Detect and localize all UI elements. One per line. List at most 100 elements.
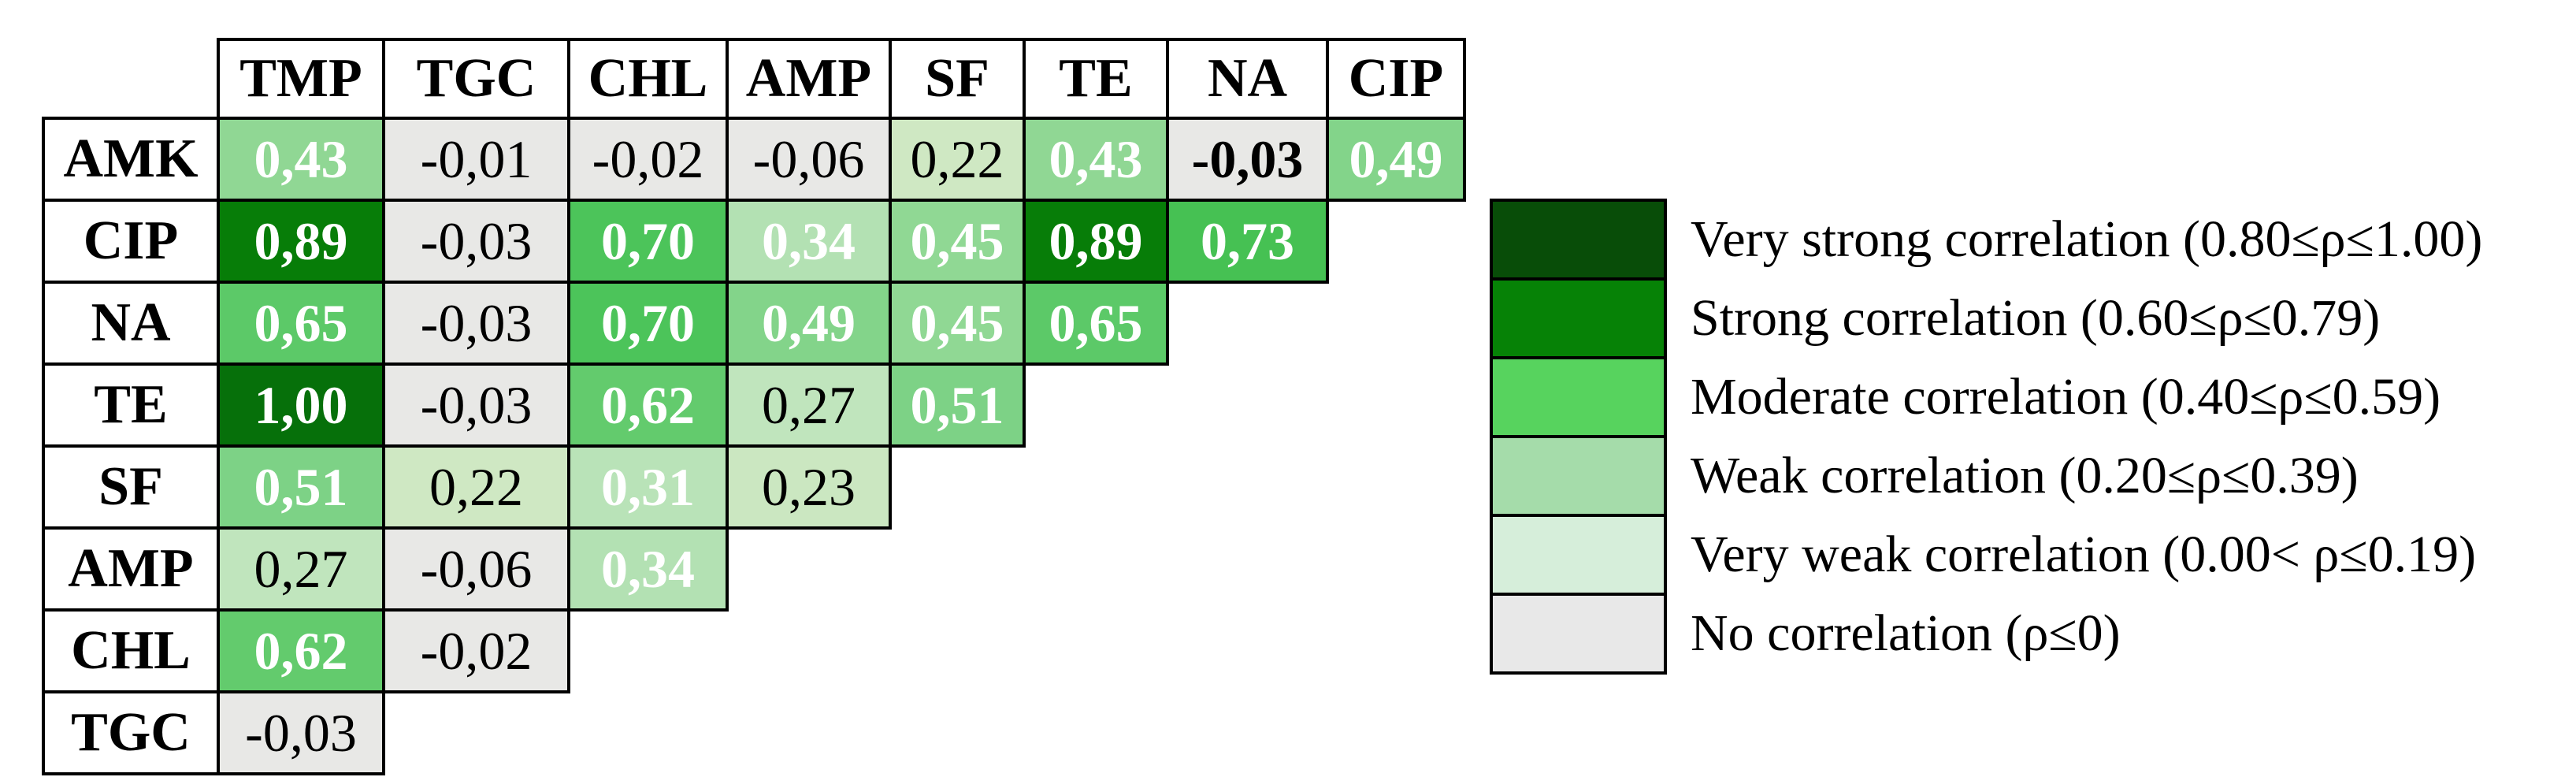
legend-item: Moderate correlation (0.40≤ρ≤0.59) <box>1490 356 2482 438</box>
cell-TE-TMP: 1,00 <box>217 362 385 448</box>
legend-label: Moderate correlation (0.40≤ρ≤0.59) <box>1691 368 2441 426</box>
cell-TGC-TMP: -0,03 <box>217 690 385 775</box>
matrix-empty-cell <box>1167 364 1327 446</box>
matrix-empty-cell <box>1167 692 1327 774</box>
cell-CIP-CHL: 0,70 <box>567 199 729 284</box>
matrix-header-row: TMP TGC CHL AMP SF TE NA CIP <box>43 38 1466 120</box>
column-header-CIP: CIP <box>1326 38 1466 120</box>
matrix-empty-cell <box>890 610 1024 692</box>
matrix-empty-cell <box>890 446 1024 528</box>
column-header-SF: SF <box>889 38 1026 120</box>
matrix-empty-cell <box>1327 446 1464 528</box>
cell-AMP-TMP: 0,27 <box>217 526 385 612</box>
column-header-TE: TE <box>1023 38 1169 120</box>
cell-AMK-CIP: 0,49 <box>1326 117 1466 202</box>
cell-CIP-AMP: 0,34 <box>726 199 892 284</box>
cell-NA-TGC: -0,03 <box>382 281 570 366</box>
matrix-empty-cell <box>1327 282 1464 364</box>
matrix-empty-cell <box>890 528 1024 610</box>
matrix-row-CIP: CIP 0,89 -0,03 0,70 0,34 0,45 0,89 0,73 <box>42 199 1464 284</box>
legend-item: No correlation (ρ≤0) <box>1490 593 2482 675</box>
legend-label: Strong correlation (0.60≤ρ≤0.79) <box>1691 289 2381 347</box>
matrix-empty-cell <box>1327 692 1464 774</box>
cell-CHL-TMP: 0,62 <box>217 608 385 693</box>
legend-item: Very strong correlation (0.80≤ρ≤1.00) <box>1490 199 2482 281</box>
legend-label: No correlation (ρ≤0) <box>1691 604 2121 662</box>
row-label-TE: TE <box>42 362 220 448</box>
cell-CIP-TGC: -0,03 <box>382 199 570 284</box>
cell-NA-CHL: 0,70 <box>567 281 729 366</box>
cell-CIP-TE: 0,89 <box>1023 199 1169 284</box>
legend-swatch-0 <box>1490 199 1667 281</box>
matrix-empty-cell <box>727 692 890 774</box>
correlation-matrix: TMP TGC CHL AMP SF TE NA CIP AMK 0,43 -0,01 -0,02 -0… <box>42 38 1466 775</box>
row-label-AMK: AMK <box>42 117 220 202</box>
row-label-TGC: TGC <box>42 690 220 775</box>
cell-AMK-AMP: -0,06 <box>726 117 892 202</box>
matrix-row-NA: NA 0,65 -0,03 0,70 0,49 0,45 0,65 <box>42 281 1464 366</box>
cell-CIP-TMP: 0,89 <box>217 199 385 284</box>
cell-SF-TGC: 0,22 <box>382 444 570 530</box>
cell-AMP-TGC: -0,06 <box>382 526 570 612</box>
cell-CIP-NA: 0,73 <box>1166 199 1329 284</box>
column-header-TGC: TGC <box>382 38 570 120</box>
cell-TE-CHL: 0,62 <box>567 362 729 448</box>
cell-NA-SF: 0,45 <box>889 281 1026 366</box>
cell-AMK-NA: -0,03 <box>1166 117 1329 202</box>
column-header-AMP: AMP <box>726 38 892 120</box>
matrix-empty-cell <box>1327 610 1464 692</box>
cell-SF-TMP: 0,51 <box>217 444 385 530</box>
matrix-empty-cell <box>890 692 1024 774</box>
matrix-body: TMP TGC CHL AMP SF TE NA CIP AMK 0,43 -0,01 -0,02 -0… <box>42 38 1466 775</box>
cell-CHL-TGC: -0,02 <box>382 608 570 693</box>
cell-AMK-SF: 0,22 <box>889 117 1026 202</box>
matrix-row-CHL: CHL 0,62 -0,02 <box>42 608 1464 693</box>
cell-SF-AMP: 0,23 <box>726 444 892 530</box>
matrix-empty-cell <box>569 692 727 774</box>
row-label-AMP: AMP <box>42 526 220 612</box>
legend-swatch-4 <box>1490 514 1667 596</box>
matrix-empty-cell <box>569 610 727 692</box>
cell-AMK-TGC: -0,01 <box>382 117 570 202</box>
matrix-empty-cell <box>1024 446 1167 528</box>
matrix-empty-cell <box>1327 364 1464 446</box>
cell-TE-SF: 0,51 <box>889 362 1026 448</box>
matrix-empty-cell <box>1024 528 1167 610</box>
matrix-empty-cell <box>1024 364 1167 446</box>
matrix-empty-cell <box>1167 282 1327 364</box>
matrix-empty-cell <box>1167 446 1327 528</box>
cell-NA-TE: 0,65 <box>1023 281 1169 366</box>
cell-AMK-CHL: -0,02 <box>567 117 729 202</box>
matrix-row-AMP: AMP 0,27 -0,06 0,34 <box>42 526 1464 612</box>
matrix-empty-cell <box>1327 200 1464 282</box>
legend-label: Weak correlation (0.20≤ρ≤0.39) <box>1691 447 2359 504</box>
matrix-row-TGC: TGC -0,03 <box>42 690 1464 775</box>
cell-AMK-TE: 0,43 <box>1023 117 1169 202</box>
legend-label: Very strong correlation (0.80≤ρ≤1.00) <box>1691 210 2483 268</box>
cell-CIP-SF: 0,45 <box>889 199 1026 284</box>
matrix-corner-blank <box>43 39 218 118</box>
row-label-NA: NA <box>42 281 220 366</box>
matrix-empty-cell <box>727 528 890 610</box>
legend-swatch-5 <box>1490 593 1667 675</box>
matrix-row-TE: TE 1,00 -0,03 0,62 0,27 0,51 <box>42 362 1464 448</box>
matrix-empty-cell <box>1327 528 1464 610</box>
cell-AMP-CHL: 0,34 <box>567 526 729 612</box>
column-header-CHL: CHL <box>567 38 729 120</box>
matrix-empty-cell <box>1024 610 1167 692</box>
legend-swatch-2 <box>1490 356 1667 438</box>
row-label-CHL: CHL <box>42 608 220 693</box>
row-label-SF: SF <box>42 444 220 530</box>
matrix-row-AMK: AMK 0,43 -0,01 -0,02 -0,06 0,22 0,43 -0,03 0,49 <box>42 117 1466 202</box>
matrix-empty-cell <box>1024 692 1167 774</box>
column-header-NA: NA <box>1166 38 1329 120</box>
matrix-empty-cell <box>384 692 569 774</box>
legend-label: Very weak correlation (0.00< ρ≤0.19) <box>1691 526 2477 583</box>
cell-NA-TMP: 0,65 <box>217 281 385 366</box>
legend-item: Weak correlation (0.20≤ρ≤0.39) <box>1490 435 2482 517</box>
cell-SF-CHL: 0,31 <box>567 444 729 530</box>
row-label-CIP: CIP <box>42 199 220 284</box>
cell-AMK-TMP: 0,43 <box>217 117 385 202</box>
matrix-empty-cell <box>727 610 890 692</box>
